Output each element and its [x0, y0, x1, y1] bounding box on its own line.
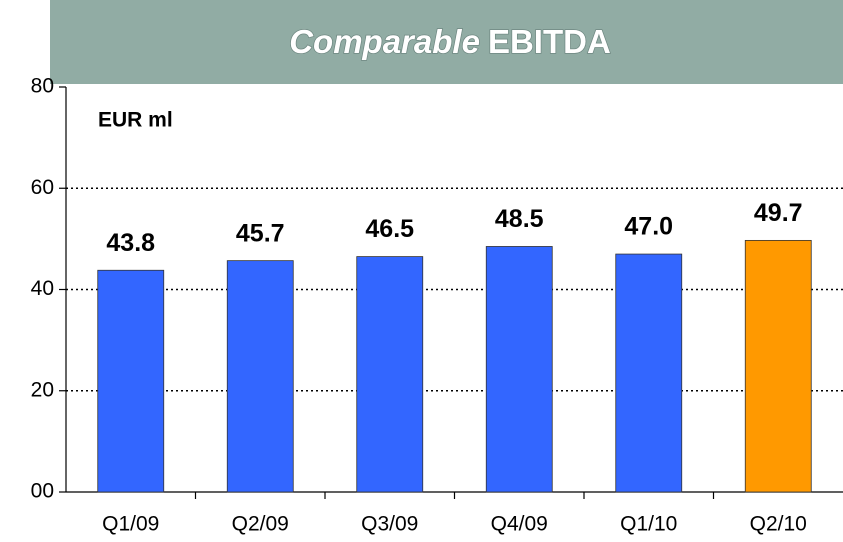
bar	[226, 260, 294, 493]
y-tick-label: 80	[31, 75, 54, 98]
x-tick-label: Q2/10	[750, 513, 807, 536]
x-tick-label: Q1/10	[620, 513, 677, 536]
x-tick-label: Q1/09	[102, 513, 159, 536]
bar	[744, 239, 812, 493]
y-label: EUR ml	[98, 109, 173, 132]
bar	[615, 253, 683, 493]
value-label: 48.5	[495, 205, 544, 233]
bar	[356, 256, 424, 493]
chart-title: Comparable EBITDA	[289, 23, 611, 60]
title-band	[50, 0, 843, 84]
title-bold: EBITDA	[488, 23, 611, 60]
title-italic: Comparable	[289, 23, 480, 60]
y-tick-label: 40	[31, 277, 54, 300]
value-label: 49.7	[754, 199, 803, 227]
value-label: 46.5	[365, 215, 414, 243]
value-label: 45.7	[236, 219, 285, 247]
x-tick-label: Q2/09	[232, 513, 289, 536]
x-tick-label: Q4/09	[491, 513, 548, 536]
x-tick-label: Q3/09	[361, 513, 418, 536]
bar	[485, 246, 553, 493]
value-label: 47.0	[624, 213, 673, 241]
value-label: 43.8	[106, 229, 155, 257]
bar	[97, 269, 165, 493]
y-tick-label: 60	[31, 176, 54, 199]
y-tick-label: 00	[31, 480, 54, 503]
y-tick-label: 20	[31, 378, 54, 401]
